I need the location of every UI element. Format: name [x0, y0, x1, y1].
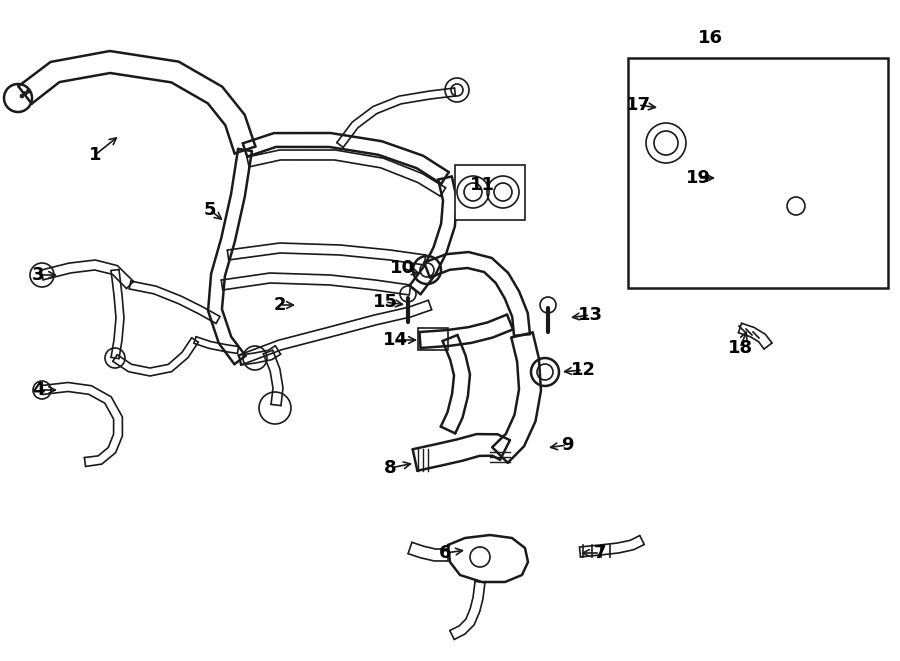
Circle shape — [23, 92, 27, 96]
Text: 16: 16 — [698, 29, 723, 47]
Text: 7: 7 — [594, 544, 607, 562]
Text: 10: 10 — [390, 259, 415, 277]
Text: 5: 5 — [203, 201, 216, 219]
Text: 4: 4 — [32, 381, 44, 399]
Text: 18: 18 — [727, 339, 752, 357]
Bar — [455, 165, 525, 220]
Text: 6: 6 — [439, 544, 451, 562]
Text: 11: 11 — [470, 176, 494, 194]
Text: 2: 2 — [274, 296, 286, 314]
Text: 12: 12 — [571, 361, 596, 379]
Text: 14: 14 — [382, 331, 408, 349]
Bar — [628, 58, 888, 288]
Text: 19: 19 — [686, 169, 710, 187]
Circle shape — [26, 89, 31, 93]
Text: 1: 1 — [89, 146, 101, 164]
Circle shape — [20, 94, 24, 98]
Bar — [418, 328, 448, 350]
Text: 17: 17 — [626, 96, 651, 114]
Text: 15: 15 — [373, 293, 398, 311]
Text: 13: 13 — [578, 306, 602, 324]
Text: 3: 3 — [32, 266, 44, 284]
Text: 9: 9 — [561, 436, 573, 454]
Text: 8: 8 — [383, 459, 396, 477]
